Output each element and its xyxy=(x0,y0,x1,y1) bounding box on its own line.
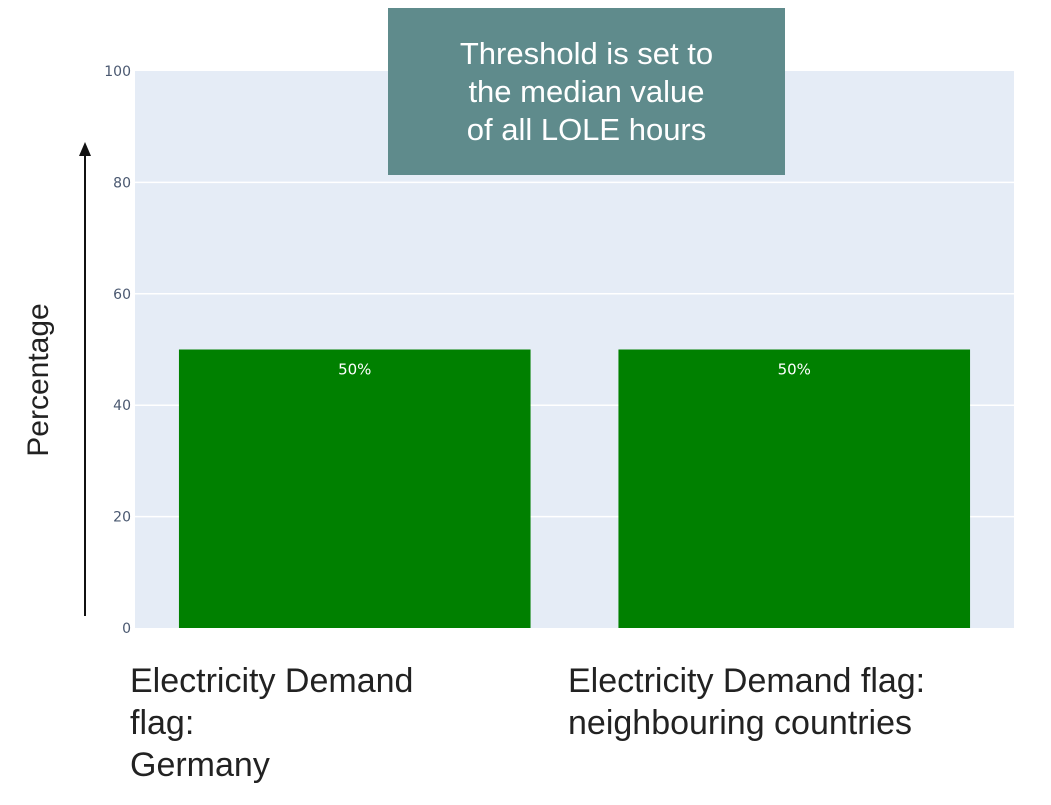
bar-labels: 50% 50% xyxy=(338,361,811,379)
y-tick-label: 40 xyxy=(113,398,131,414)
y-tick-label: 80 xyxy=(113,175,131,191)
category-label-neighbouring: Electricity Demand flag: neighbouring co… xyxy=(568,660,1048,744)
y-axis-ticks: 0 20 40 60 80 100 xyxy=(104,64,131,637)
y-tick-label: 60 xyxy=(113,287,131,303)
y-tick-label: 100 xyxy=(104,64,131,80)
y-axis-arrow xyxy=(79,142,91,616)
category-label-germany: Electricity Demand flag: Germany xyxy=(130,660,520,786)
bar-value-label: 50% xyxy=(338,361,371,379)
category-label-line: neighbouring countries xyxy=(568,704,913,742)
bar-value-label: 50% xyxy=(778,361,811,379)
annotation-line: Threshold is set to xyxy=(459,35,714,71)
y-tick-label: 0 xyxy=(122,621,131,637)
category-label-line: flag: xyxy=(130,704,195,742)
bars xyxy=(178,349,971,628)
threshold-annotation: Threshold is set to the median value of … xyxy=(388,8,785,175)
category-label-line: Germany xyxy=(130,746,270,784)
y-axis-label: Percentage xyxy=(22,303,55,456)
category-label-line: Electricity Demand xyxy=(130,662,414,700)
category-label-line: Electricity Demand flag: xyxy=(568,662,926,700)
y-tick-label: 20 xyxy=(113,510,131,526)
bar xyxy=(178,349,531,628)
annotation-line: the median value xyxy=(468,73,705,109)
bar xyxy=(618,349,971,628)
annotation-line: of all LOLE hours xyxy=(466,111,707,147)
